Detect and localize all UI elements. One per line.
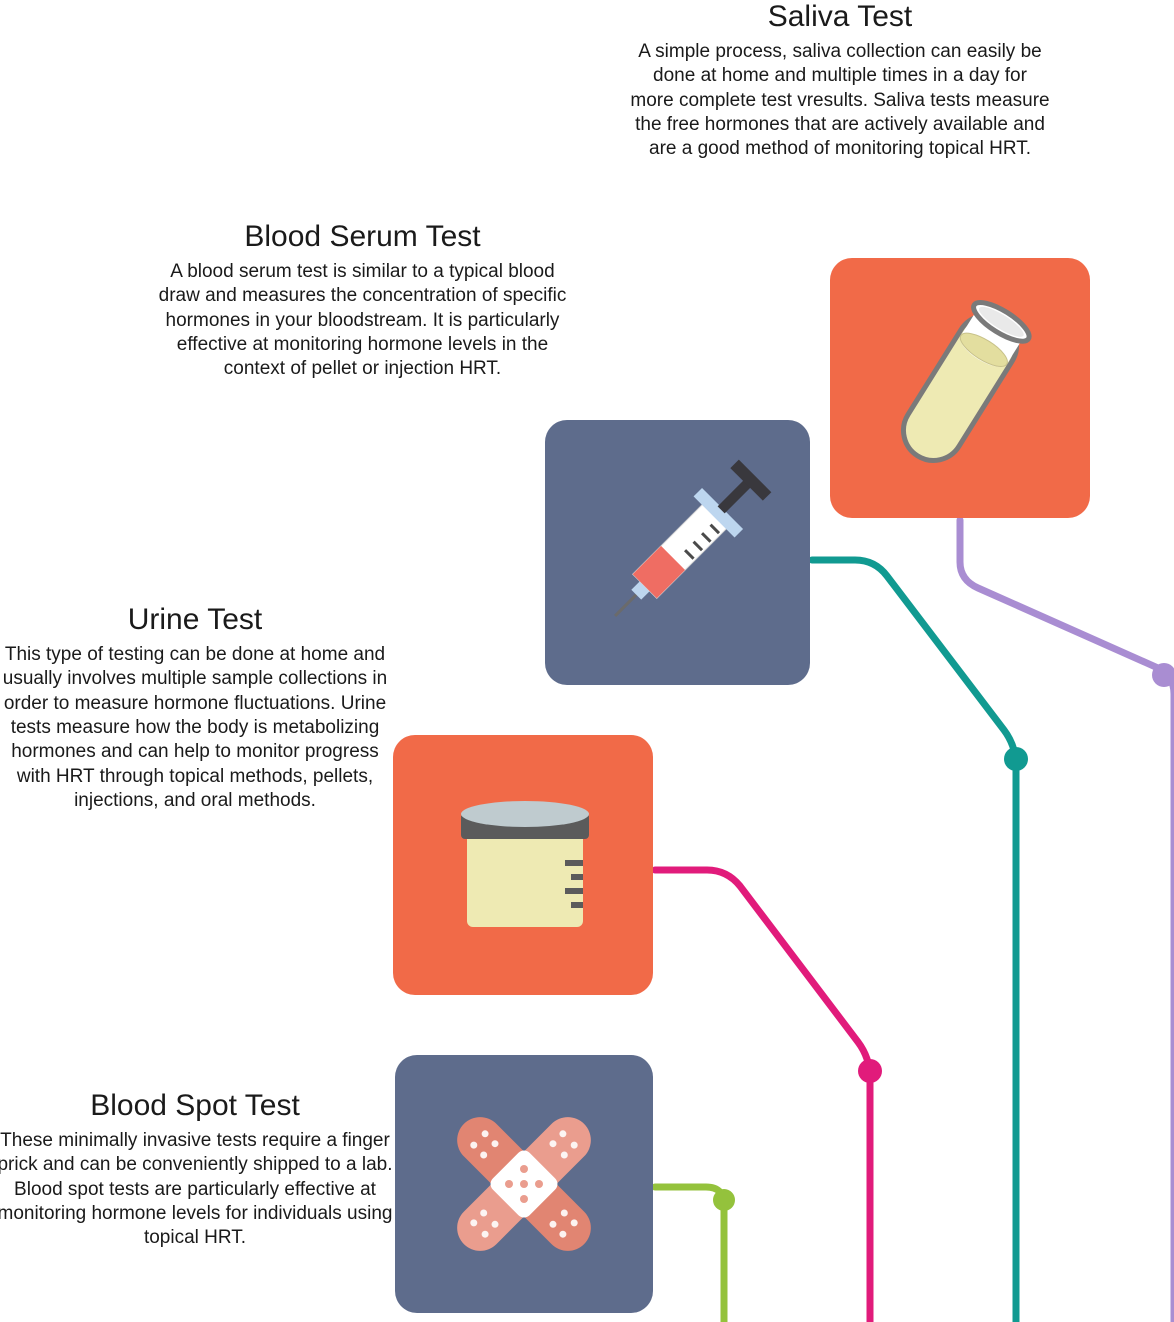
blood-serum-connector (812, 560, 1016, 1322)
test-tube-icon (855, 283, 1065, 493)
urine-icon-tile (393, 735, 653, 995)
saliva-icon-tile (830, 258, 1090, 518)
urine-body: This type of testing can be done at home… (0, 643, 395, 813)
infographic-canvas: Saliva Test A simple process, saliva col… (0, 0, 1174, 1322)
saliva-connector (960, 520, 1174, 1322)
saliva-connector-dot (1152, 663, 1174, 687)
syringe-icon (563, 438, 793, 668)
urine-title: Urine Test (0, 603, 395, 637)
blood-serum-body: A blood serum test is similar to a typic… (155, 260, 570, 382)
saliva-text-block: Saliva Test A simple process, saliva col… (630, 0, 1050, 162)
urine-text-block: Urine Test This type of testing can be d… (0, 603, 395, 813)
blood-serum-text-block: Blood Serum Test A blood serum test is s… (155, 220, 570, 382)
blood-spot-text-block: Blood Spot Test These minimally invasive… (0, 1089, 395, 1251)
saliva-body: A simple process, saliva collection can … (630, 40, 1050, 162)
blood-serum-icon-tile (545, 420, 810, 685)
blood-spot-title: Blood Spot Test (0, 1089, 395, 1123)
blood-spot-connector (655, 1187, 724, 1322)
urine-connector-dot (858, 1059, 882, 1083)
urine-cup-icon (423, 765, 623, 965)
bandage-cross-icon (419, 1079, 629, 1289)
blood-serum-connector-dot (1004, 747, 1028, 771)
saliva-title: Saliva Test (630, 0, 1050, 34)
blood-spot-body: These minimally invasive tests require a… (0, 1129, 395, 1251)
urine-connector (655, 870, 870, 1322)
blood-serum-title: Blood Serum Test (155, 220, 570, 254)
blood-spot-connector-dot (713, 1189, 735, 1211)
blood-spot-icon-tile (395, 1055, 653, 1313)
